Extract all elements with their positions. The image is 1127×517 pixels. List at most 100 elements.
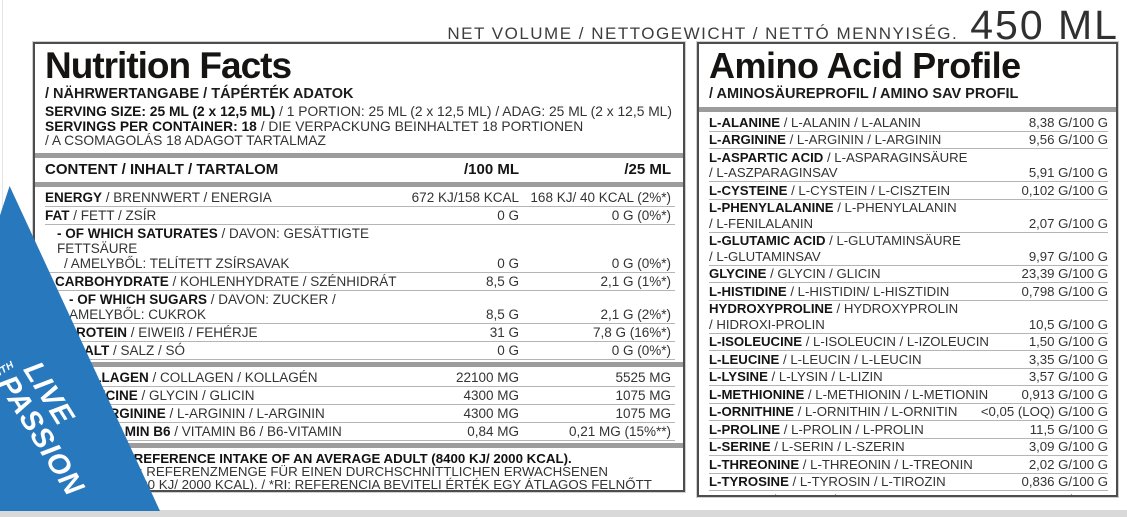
table-row: GLYCINE / GLYCIN / GLICIN 4300 MG 1075 MG bbox=[45, 387, 675, 405]
row-value-per100: 672 KJ/158 KCAL bbox=[411, 189, 519, 205]
row-value-per100: 8,5 G bbox=[485, 306, 519, 322]
table-row: L-ALANINE / L-ALANIN / L-ALANIN 8,38 G/10… bbox=[709, 114, 1108, 132]
nutrition-subtitle: / NÄHRWERTANGABE / TÁPÉRTÉK ADATOK bbox=[45, 86, 354, 102]
table-row: PROTEIN / EIWEIß / FEHÉRJE 31 G 7,8 G (16%… bbox=[45, 324, 675, 342]
row-name: GLYCINE / GLYCIN / GLICIN bbox=[709, 266, 881, 281]
separator-bar bbox=[35, 361, 683, 367]
row-value: 3,35 G/100 G bbox=[1028, 351, 1108, 367]
row-value: 2,07 G/100 G bbox=[1028, 215, 1108, 231]
footnote-line: (8400 KJ/ 2000 KCAL). / *RI: REFERENCIA … bbox=[121, 477, 652, 492]
table-row: L-ARGININE / L-ARGININ / L-ARGININ 9,56 G… bbox=[709, 132, 1108, 149]
footnote-line: / *RI: REFERENZMENGE FÜR EINEN DURCHSCHN… bbox=[113, 464, 608, 480]
row-value: 5,91 G/100 G bbox=[1028, 165, 1108, 180]
row-name: SALT / SALZ / SÓ bbox=[75, 342, 186, 358]
table-row: - OF WHICH SATURATES / DAVON: GESÄTTIGTE… bbox=[45, 225, 675, 273]
row-value: 10,5 G/100 G bbox=[1028, 316, 1108, 332]
row-value-per100: 4300 MG bbox=[463, 405, 519, 421]
row-name: L-LEUCINE / L-LEUCIN / L-LEUCIN bbox=[709, 351, 922, 367]
row-value: 0,836 G/100 G bbox=[1021, 474, 1108, 489]
row-value: 3,09 G/100 G bbox=[1028, 439, 1108, 454]
row-value: 3,57 G/100 G bbox=[1028, 369, 1108, 384]
serving-info: SERVING SIZE: 25 ML (2 x 12,5 ML) / 1 PO… bbox=[45, 104, 675, 149]
row-value: 23,39 G/100 G bbox=[1021, 266, 1108, 281]
table-row: L-CYSTEINE / L-CYSTEIN / L-CISZTEIN 0,102… bbox=[709, 182, 1108, 200]
row-value: 9,97 G/100 G bbox=[1028, 248, 1108, 264]
row-value-per100: 0,84 MG bbox=[467, 423, 519, 439]
separator-bar bbox=[699, 107, 1116, 112]
table-row: - OF WHICH SUGARS / DAVON: ZUCKER / AMEL… bbox=[45, 291, 675, 324]
table-row: L-ORNITHINE / L-ORNITHIN / L-ORNITIN <0,0… bbox=[709, 404, 1108, 421]
row-name: L-ISOLEUCINE / L-ISOLEUCIN / L-IZOLEUCIN bbox=[709, 334, 989, 349]
row-value-per25: 0,21 MG (15%**) bbox=[568, 423, 671, 439]
table-row: L-LYSINE / L-LYSIN / L-LIZIN 3,57 G/100 G bbox=[709, 369, 1108, 386]
row-value: 9,56 G/100 G bbox=[1028, 132, 1108, 147]
row-name: CARBOHYDRATE / KOHLENHYDRATE / SZÉNHIDRÁ… bbox=[55, 273, 397, 289]
table-header-row: CONTENT / INHALT / TARTALOM /100 ML /25 … bbox=[45, 160, 675, 180]
net-volume-value: 450 ML bbox=[970, 2, 1119, 48]
row-value-per100: 22100 MG bbox=[455, 369, 519, 385]
table-row: L-PHENYLALANINE / L-PHENYLALANIN / L-FENI… bbox=[709, 200, 1108, 233]
serving-line: / A CSOMAGOLÁS 18 ADAGOT TARTALMAZ bbox=[45, 133, 326, 149]
row-value-per25: 5525 MG bbox=[615, 369, 671, 385]
amino-subtitle: / AMINOSÄUREPROFIL / AMINO SAV PROFIL bbox=[709, 86, 1019, 102]
net-volume: NET VOLUME / NETTOGEWICHT / NETTÓ MENNYI… bbox=[447, 2, 1119, 49]
row-value: 2,50 G/100 G bbox=[1023, 492, 1108, 496]
row-name: L-LYSINE / L-LYSIN / L-LIZIN bbox=[709, 369, 883, 384]
table-row: FAT / FETT / ZSÍR 0 G 0 G (0%*) bbox=[45, 207, 675, 225]
table-row: L-ISOLEUCINE / L-ISOLEUCIN / L-IZOLEUCIN… bbox=[709, 334, 1108, 351]
row-value-per25: 0 G (0%*) bbox=[611, 342, 671, 358]
row-name: L-HISTIDINE / L-HISTIDIN/ L-HISZTIDIN bbox=[709, 283, 950, 299]
table-row: L-HISTIDINE / L-HISTIDIN/ L-HISZTIDIN 0,7… bbox=[709, 283, 1108, 301]
row-value: 2,02 G/100 G bbox=[1028, 456, 1108, 472]
net-volume-label: NET VOLUME / NETTOGEWICHT / NETTÓ MENNYI… bbox=[447, 24, 959, 43]
row-value-per25: 2,1 G (1%*) bbox=[600, 273, 671, 289]
row-value-per25: 168 KJ/ 40 KCAL (2%*) bbox=[530, 189, 671, 205]
row-value: 11,5 G/100 G bbox=[1029, 421, 1108, 437]
row-name: L-SERINE / L-SERIN / L-SZERIN bbox=[709, 439, 905, 454]
row-value-per100: 0 G bbox=[497, 207, 519, 223]
nutrition-rows: ENERGY / BRENNWERT / ENERGIA 672 KJ/158 K… bbox=[45, 189, 675, 360]
row-name: HYDROXYPROLINE / HYDROXYPROLIN / HIDROXI-… bbox=[709, 301, 959, 332]
table-row: COLLAGEN / COLLAGEN / KOLLAGÉN 22100 MG 55… bbox=[45, 369, 675, 387]
table-row: L-LEUCINE / L-LEUCIN / L-LEUCIN 3,35 G/10… bbox=[709, 351, 1108, 369]
footnotes: *RI: REFERENCE INTAKE OF AN AVERAGE ADUL… bbox=[45, 452, 675, 492]
row-value-per25: 2,1 G (2%*) bbox=[600, 306, 671, 322]
row-value-per100: 31 G bbox=[489, 324, 519, 340]
nutrition-panel: Nutrition Facts / NÄHRWERTANGABE / TÁPÉR… bbox=[32, 41, 686, 493]
table-row: HYDROXYPROLINE / HYDROXYPROLIN / HIDROXI-… bbox=[709, 301, 1108, 334]
row-name: L-CYSTEINE / L-CYSTEIN / L-CISZTEIN bbox=[709, 182, 951, 198]
separator-bar bbox=[35, 152, 683, 158]
table-row: L-ASPARTIC ACID / L-ASPARAGINSÄURE / L-AS… bbox=[709, 149, 1108, 182]
serving-line: SERVINGS PER CONTAINER: 18 / DIE VERPACK… bbox=[45, 118, 584, 134]
row-name: L-METHIONINE / L-METHIONIN / L-METIONIN bbox=[709, 386, 989, 402]
table-row: L-METHIONINE / L-METHIONIN / L-METIONIN 0… bbox=[709, 386, 1108, 404]
row-name: - OF WHICH SATURATES / DAVON: GESÄTTIGTE… bbox=[57, 225, 370, 271]
table-row: L-THREONINE / L-THREONIN / L-TREONIN 2,02… bbox=[709, 456, 1108, 474]
table-row: L-GLUTAMIC ACID / L-GLUTAMINSÄURE / L-GLU… bbox=[709, 233, 1108, 266]
table-row: SALT / SALZ / SÓ 0 G 0 G (0%*) bbox=[45, 342, 675, 360]
separator-bar bbox=[35, 181, 683, 187]
serving-line: SERVING SIZE: 25 ML (2 x 12,5 ML) / 1 PO… bbox=[45, 104, 672, 119]
row-value-per100: 4300 MG bbox=[463, 387, 519, 403]
amino-title: Amino Acid Profile bbox=[709, 45, 1021, 86]
row-name: L-GLUTAMIC ACID / L-GLUTAMINSÄURE / L-GLU… bbox=[709, 233, 961, 264]
row-name: L-PROLINE / L-PROLIN / L-PROLIN bbox=[709, 421, 924, 437]
table-row: L-TYROSINE / L-TYROSIN / L-TIROZIN 0,836 … bbox=[709, 474, 1108, 491]
row-name: L-ALANINE / L-ALANIN / L-ALANIN bbox=[709, 114, 921, 130]
table-row: ENERGY / BRENNWERT / ENERGIA 672 KJ/158 K… bbox=[45, 189, 675, 207]
row-name: - OF WHICH SUGARS / DAVON: ZUCKER / AMEL… bbox=[69, 291, 336, 322]
supplement-rows: COLLAGEN / COLLAGEN / KOLLAGÉN 22100 MG 55… bbox=[45, 369, 675, 441]
row-value: 0,913 G/100 G bbox=[1021, 386, 1108, 402]
table-row: CARBOHYDRATE / KOHLENHYDRATE / SZÉNHIDRÁ… bbox=[45, 273, 675, 291]
row-value-per100: 8,5 G bbox=[485, 273, 519, 289]
row-value-per25: 1075 MG bbox=[615, 405, 671, 421]
table-row: L-PROLINE / L-PROLIN / L-PROLIN 11,5 G/10… bbox=[709, 421, 1108, 439]
row-value-per25: 1075 MG bbox=[615, 387, 671, 403]
row-value-per25: 0 G (0%*) bbox=[611, 255, 671, 271]
row-value-per25: 7,8 G (16%*) bbox=[592, 324, 671, 340]
column-per100: /100 ML bbox=[463, 160, 519, 178]
row-value: 1,50 G/100 G bbox=[1028, 334, 1108, 349]
row-value: 8,38 G/100 G bbox=[1028, 114, 1108, 130]
row-value-per100: 0 G bbox=[497, 255, 519, 271]
